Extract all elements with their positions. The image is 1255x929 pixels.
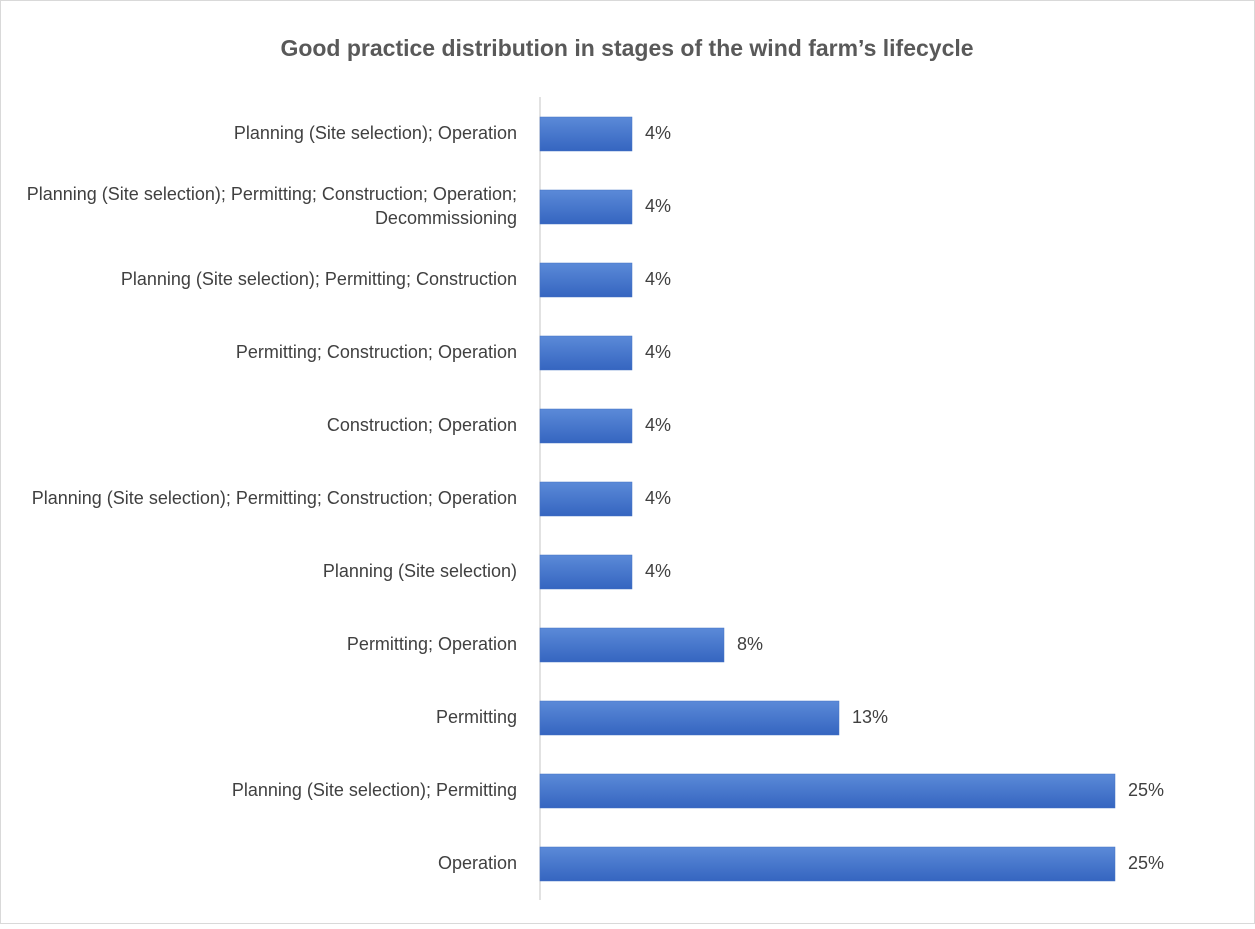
chart-title: Good practice distribution in stages of … (280, 35, 973, 61)
data-label: 4% (645, 561, 671, 581)
bar (539, 189, 633, 225)
data-label: 4% (645, 488, 671, 508)
bar (539, 481, 633, 517)
y-tick-label: Planning (Site selection); Operation (234, 123, 517, 143)
bar (539, 554, 633, 590)
data-label: 4% (645, 196, 671, 216)
data-label: 4% (645, 415, 671, 435)
y-tick-label: Permitting (436, 707, 517, 727)
bar (539, 408, 633, 444)
bar (539, 262, 633, 298)
data-label: 8% (737, 634, 763, 654)
y-tick-label: Planning (Site selection); Permitting; C… (27, 184, 517, 228)
data-label: 25% (1128, 853, 1164, 873)
y-tick-label: Permitting; Construction; Operation (236, 342, 517, 362)
bar (539, 700, 840, 736)
y-tick-label: Construction; Operation (327, 415, 517, 435)
data-label: 13% (852, 707, 888, 727)
bar (539, 627, 725, 663)
bar (539, 846, 1116, 882)
y-tick-label: Planning (Site selection) (323, 561, 517, 581)
bar (539, 335, 633, 371)
y-tick-label: Planning (Site selection); Permitting; C… (121, 269, 517, 289)
bar (539, 116, 633, 152)
data-label: 4% (645, 342, 671, 362)
data-label: 4% (645, 123, 671, 143)
y-tick-label: Operation (438, 853, 517, 873)
y-tick-label: Planning (Site selection); Permitting; C… (32, 488, 517, 508)
y-tick-label: Planning (Site selection); Permitting (232, 780, 517, 800)
y-tick-label: Permitting; Operation (347, 634, 517, 654)
data-label: 25% (1128, 780, 1164, 800)
data-label: 4% (645, 269, 671, 289)
bar (539, 773, 1116, 809)
